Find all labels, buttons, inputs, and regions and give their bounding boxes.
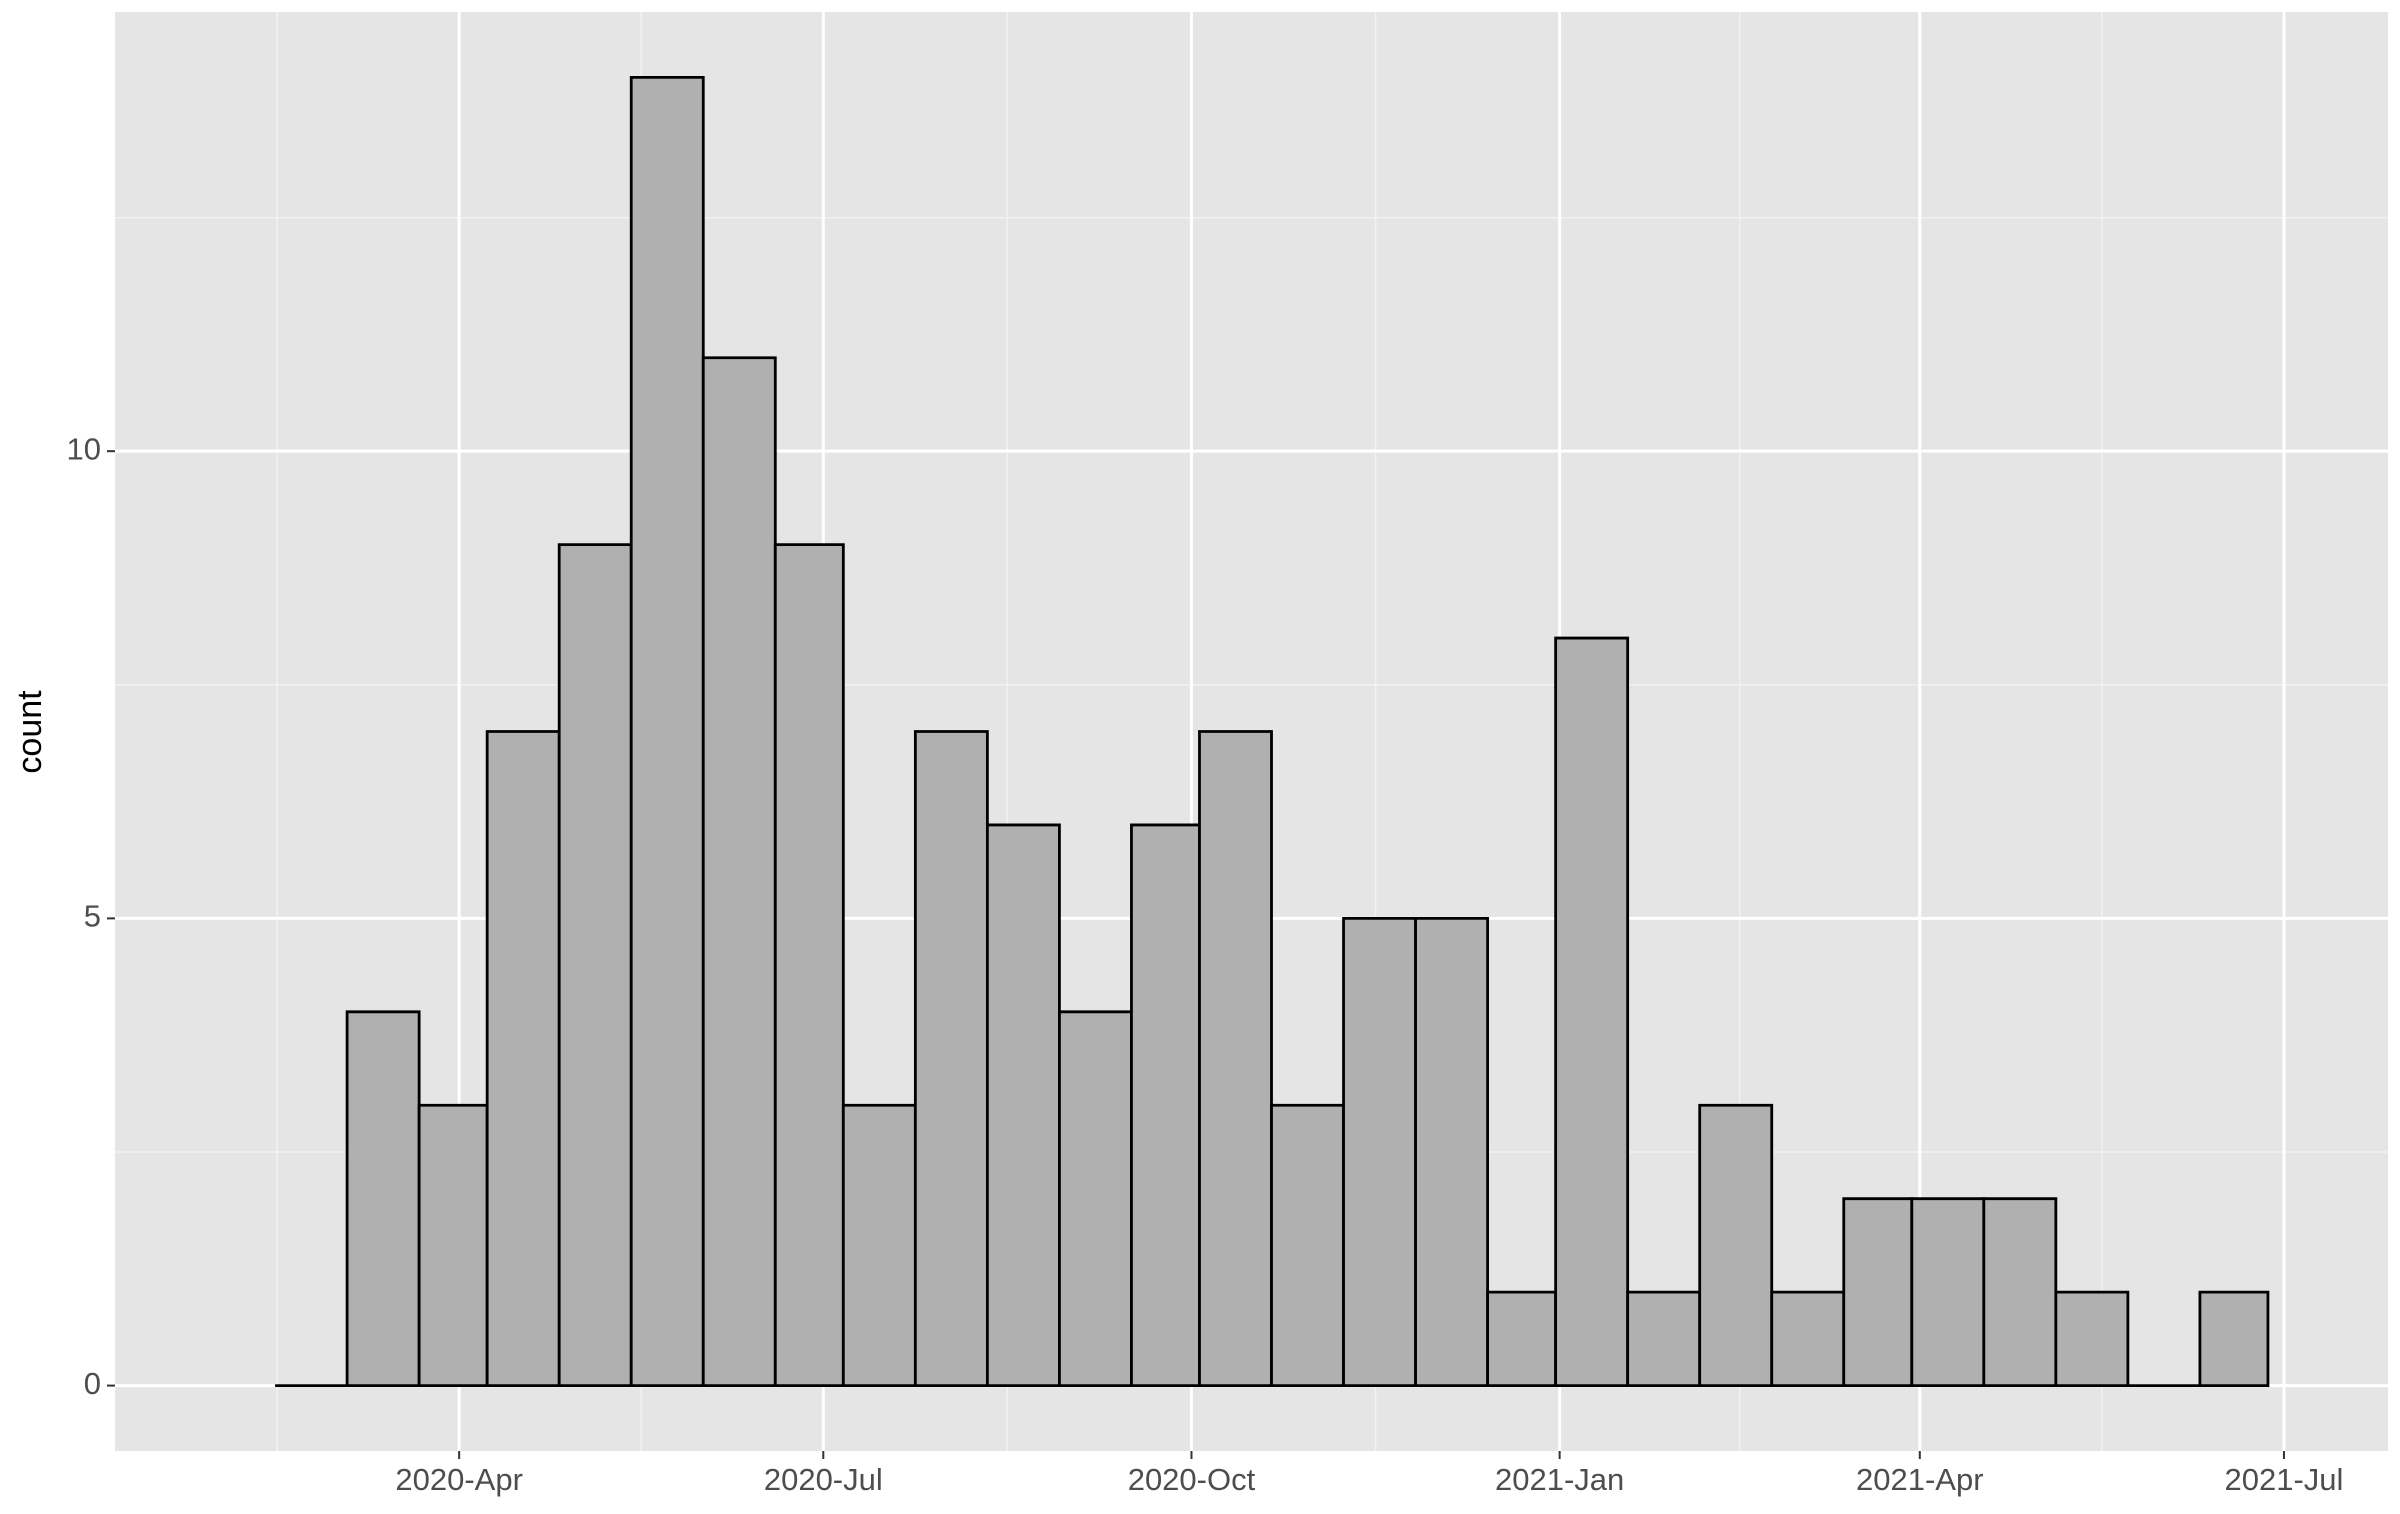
bar: [557, 543, 633, 1387]
x-tick-label: 2020-Apr: [395, 1462, 523, 1497]
x-tick-label: 2020-Oct: [1128, 1462, 1256, 1497]
bar: [1058, 1010, 1133, 1387]
bar: [1770, 1290, 1846, 1387]
bar: [629, 76, 705, 1387]
y-tick-label: 5: [84, 899, 101, 934]
bar: [913, 730, 989, 1387]
bar: [2054, 1290, 2130, 1387]
bar: [1342, 916, 1417, 1387]
bar: [1486, 1290, 1558, 1387]
bar: [345, 1010, 421, 1387]
y-tick-label: 10: [67, 431, 101, 466]
bar: [2198, 1290, 2270, 1387]
bar: [417, 1103, 489, 1387]
bar: [1554, 636, 1630, 1387]
bar: [1414, 916, 1489, 1387]
bar: [1626, 1290, 1702, 1387]
bar: [1130, 823, 1201, 1387]
y-tick-label: 0: [84, 1366, 101, 1401]
y-axis-title: count: [11, 690, 49, 774]
bar: [985, 823, 1061, 1387]
bar: [485, 730, 561, 1387]
bar: [841, 1103, 917, 1387]
bar: [773, 543, 845, 1387]
bar: [1842, 1197, 1914, 1387]
x-tick-label: 2021-Jul: [2224, 1462, 2343, 1497]
bar: [1198, 730, 1273, 1387]
bar: [1982, 1197, 2058, 1387]
x-tick-label: 2021-Jan: [1495, 1462, 1624, 1497]
x-tick-label: 2021-Apr: [1856, 1462, 1984, 1497]
bar: [1270, 1103, 1345, 1387]
bar: [701, 356, 777, 1387]
bar: [1698, 1103, 1774, 1387]
x-tick-label: 2020-Jul: [764, 1462, 883, 1497]
bar: [1910, 1197, 1986, 1387]
